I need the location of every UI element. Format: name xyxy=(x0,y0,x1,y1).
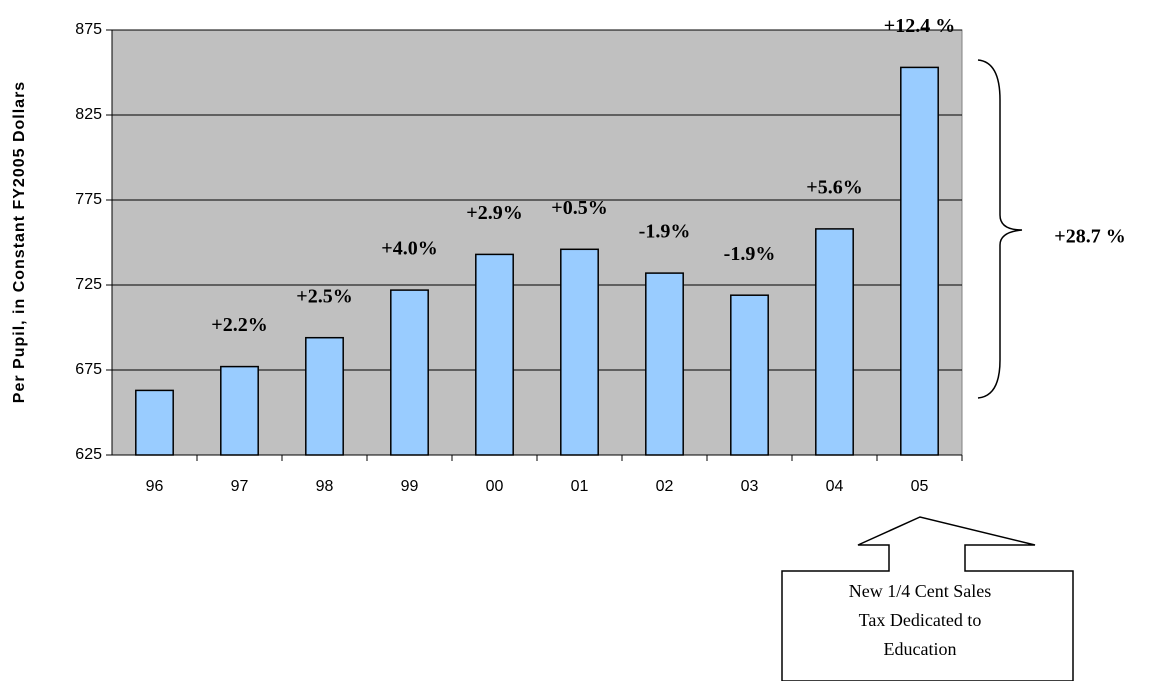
y-tick-label: 775 xyxy=(75,191,102,208)
x-tick-label: 97 xyxy=(231,478,249,495)
growth-label: -1.9% xyxy=(639,221,691,243)
callout-text: Tax Dedicated to xyxy=(859,610,982,630)
growth-label: -1.9% xyxy=(724,243,776,265)
y-tick-label: 625 xyxy=(75,446,102,463)
bar xyxy=(560,248,599,456)
growth-label: +2.5% xyxy=(296,285,352,307)
x-tick-label: 04 xyxy=(826,478,844,495)
x-tick-label: 98 xyxy=(316,478,334,495)
y-axis-title: Per Pupil, in Constant FY2005 Dollars xyxy=(11,81,28,403)
callout-text: Education xyxy=(884,639,957,659)
y-tick-label: 725 xyxy=(75,276,102,293)
x-tick-label: 00 xyxy=(486,478,504,495)
growth-label: +5.6% xyxy=(806,176,862,198)
growth-label: +2.2% xyxy=(211,314,267,336)
growth-label: +4.0% xyxy=(381,238,437,260)
growth-label: +2.9% xyxy=(466,202,522,224)
x-tick-label: 01 xyxy=(571,478,589,495)
bar xyxy=(645,272,684,456)
callout-text: New 1/4 Cent Sales xyxy=(849,581,991,601)
growth-label: +0.5% xyxy=(551,197,607,219)
growth-label: +12.4 % xyxy=(884,15,955,37)
bar xyxy=(220,365,259,456)
y-tick-label: 675 xyxy=(75,361,102,378)
bar xyxy=(900,66,939,456)
bar xyxy=(135,389,174,456)
brace xyxy=(977,59,1023,399)
x-tick-label: 96 xyxy=(146,478,164,495)
bar xyxy=(475,253,514,456)
x-tick-label: 02 xyxy=(656,478,674,495)
bar xyxy=(390,289,429,456)
x-tick-label: 99 xyxy=(401,478,419,495)
y-tick-label: 875 xyxy=(75,21,102,38)
callout-arrow xyxy=(781,516,1074,681)
x-tick-label: 03 xyxy=(741,478,759,495)
y-tick-label: 825 xyxy=(75,106,102,123)
total-growth-label: +28.7 % xyxy=(1054,226,1125,248)
x-tick-label: 05 xyxy=(911,478,929,495)
bar xyxy=(730,294,769,456)
bar xyxy=(305,336,344,456)
bar xyxy=(815,228,854,456)
